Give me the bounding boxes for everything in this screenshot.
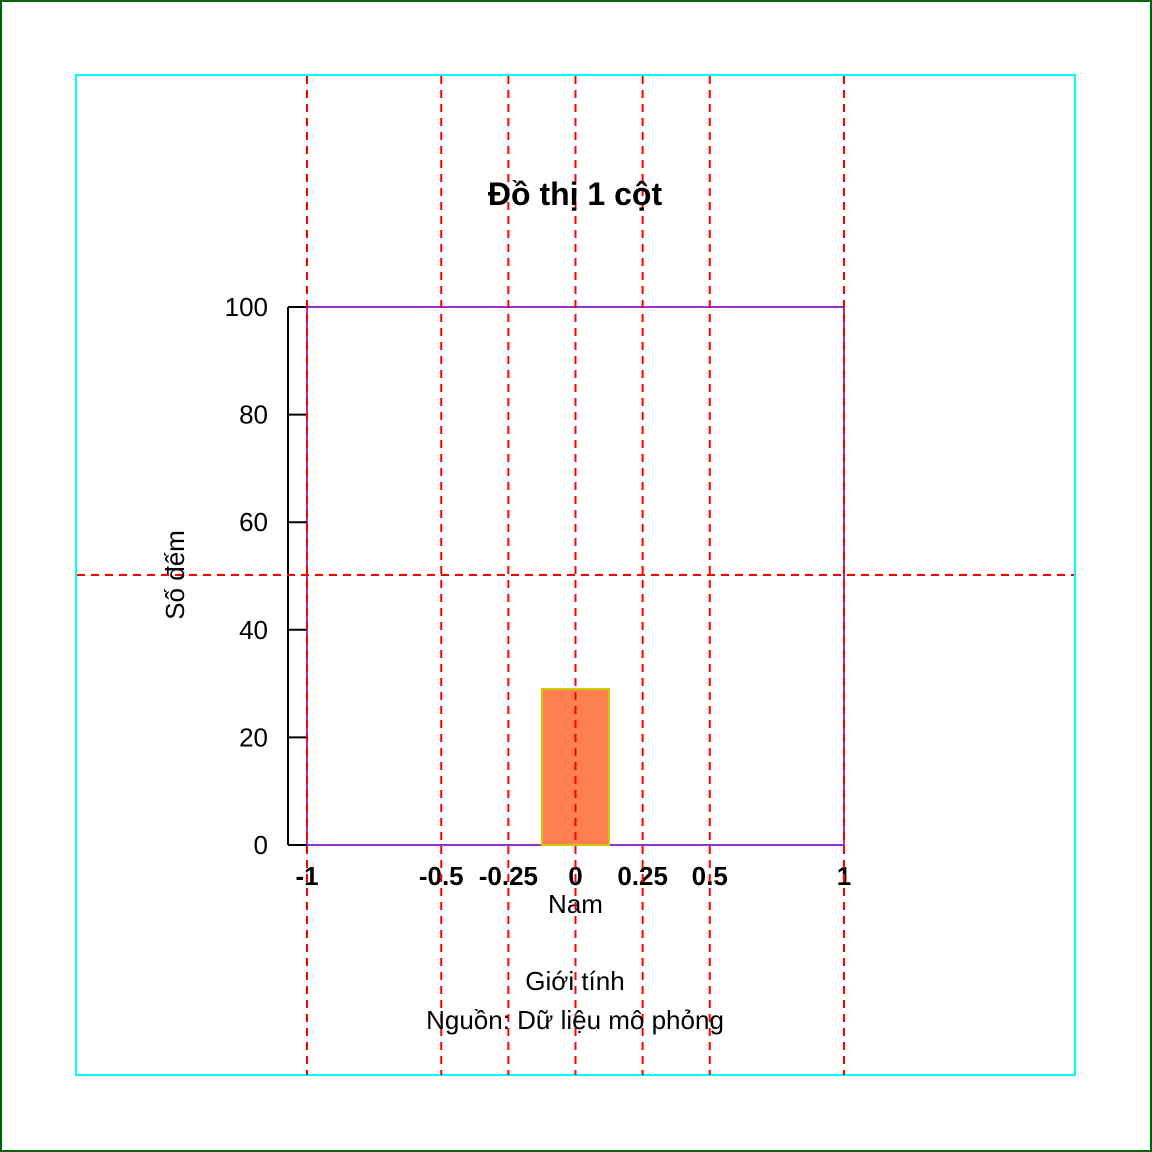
chart-caption: Nguồn: Dữ liệu mô phỏng [426, 1005, 724, 1035]
y-tick-label: 20 [239, 722, 268, 752]
y-tick-label: 0 [254, 830, 268, 860]
y-axis: 0 20 40 60 80 100 [225, 292, 307, 860]
chart-title: Đồ thị 1 cột [488, 176, 663, 212]
y-tick-label: 60 [239, 507, 268, 537]
y-tick-label: 80 [239, 400, 268, 430]
y-axis-label: Số đếm [160, 530, 190, 620]
x-axis-label: Giới tính [525, 966, 624, 996]
x-axis: -1-0.5-0.2500.250.51 [295, 861, 851, 891]
figure-border [75, 74, 1076, 1076]
y-tick-label: 100 [225, 292, 268, 322]
y-tick-label: 40 [239, 615, 268, 645]
guide-lines [77, 76, 1074, 1075]
